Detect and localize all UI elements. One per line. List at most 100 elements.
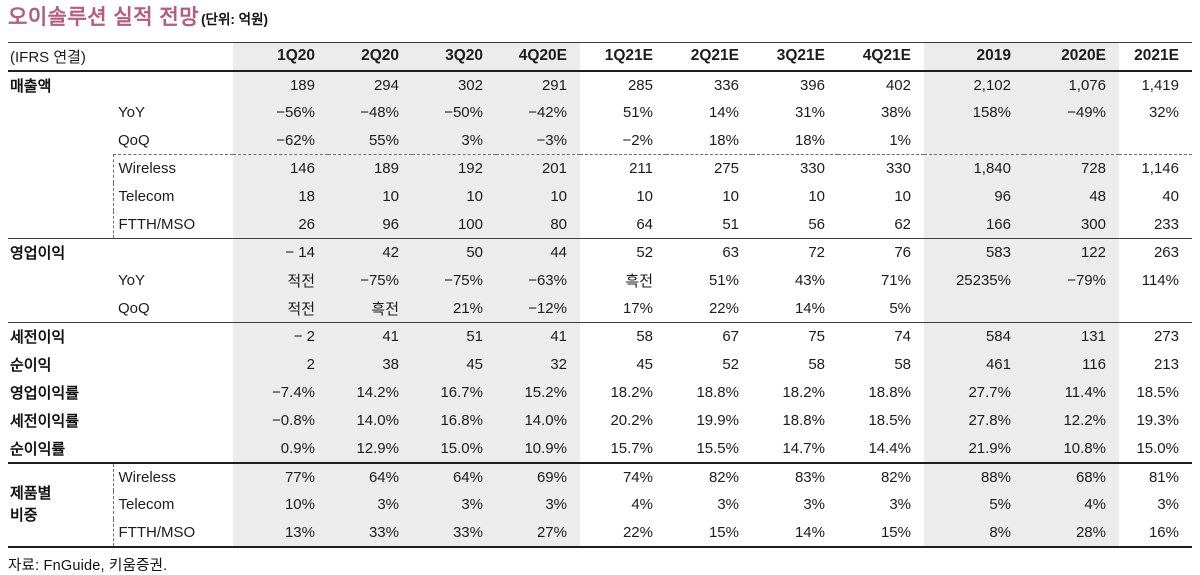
value-cell: 12.2% xyxy=(1024,406,1119,435)
value-cell: 584 xyxy=(924,322,1024,351)
value-cell: −56% xyxy=(233,98,328,127)
value-cell: 56 xyxy=(808,215,825,233)
value-cell: −50% xyxy=(412,98,496,127)
table-row-op-profit: 영업이익 − 14 42 50 44 52 63 72 76 583 122 263 xyxy=(8,238,1192,267)
spacer-cell xyxy=(8,183,113,211)
value-cell: 69% xyxy=(496,461,580,491)
value-cell: 81% xyxy=(1119,461,1192,491)
title-unit-label: (단위: 억원) xyxy=(201,12,268,27)
value-cell: −2% xyxy=(622,131,653,149)
value-cell: 3% xyxy=(328,490,412,519)
value-cell: 96 xyxy=(924,182,1024,211)
value-cell: 189 xyxy=(233,70,328,99)
value-cell: 330 xyxy=(838,154,924,183)
value-cell: 15% xyxy=(708,523,739,541)
column-header: 4Q20E xyxy=(496,42,580,71)
value-cell: 75 xyxy=(752,322,838,351)
value-cell: − 14 xyxy=(233,238,328,267)
value-cell: 2,102 xyxy=(924,70,1024,99)
column-header: 1Q20 xyxy=(233,42,328,71)
value-cell: 10 xyxy=(496,182,580,211)
value-cell: 3% xyxy=(803,496,825,513)
table-row-op-qoq: QoQ 적전 흑전 21% −12% 17% 22% 14% 5% xyxy=(8,294,1192,323)
value-cell: 14% xyxy=(794,523,825,541)
column-header: 2Q21E xyxy=(690,47,739,65)
value-cell: 38% xyxy=(880,104,911,121)
value-cell: 10 xyxy=(894,188,911,205)
table-row-sales-yoy: YoY −56% −48% −50% −42% 51% 14% 31% 38% 158% −49% 3… xyxy=(8,98,1192,127)
value-cell: 728 xyxy=(1024,154,1119,183)
value-cell: 42 xyxy=(328,238,412,267)
value-cell: 213 xyxy=(1153,356,1179,373)
value-cell: 10 xyxy=(412,182,496,211)
value-cell: 17% xyxy=(622,299,653,317)
value-cell: 201 xyxy=(496,154,580,183)
value-cell: 19.9% xyxy=(696,412,739,429)
table-body: 매출액 189 294 302 291 285 336 396 402 2,102 1,076 1,4… xyxy=(8,70,1192,547)
row-sublabel: QoQ xyxy=(118,131,150,149)
value-cell: 48 xyxy=(1024,182,1119,211)
value-cell: 100 xyxy=(412,210,496,239)
value-cell: 4% xyxy=(631,496,653,513)
row-sublabel: YoY xyxy=(118,104,145,121)
value-cell: 1% xyxy=(889,131,911,149)
value-cell: 192 xyxy=(412,154,496,183)
value-cell: 22% xyxy=(708,299,739,317)
value-cell: 19.3% xyxy=(1136,412,1179,429)
value-cell: 88% xyxy=(924,461,1024,491)
value-cell: 68% xyxy=(1024,461,1119,491)
spacer-cell xyxy=(8,211,113,239)
value-cell: 15.7% xyxy=(610,439,653,457)
value-cell: 51% xyxy=(622,104,653,121)
table-row-sales: 매출액 189 294 302 291 285 336 396 402 2,102 1,076 1,4… xyxy=(8,70,1192,99)
value-cell: 33% xyxy=(412,518,496,547)
value-cell: 71% xyxy=(880,272,911,289)
table-row-op-yoy: YoY 적전 −75% −75% −63% 흑전 51% 43% 71% 25235% −79% 11… xyxy=(8,266,1192,295)
value-cell: 10.8% xyxy=(1024,434,1119,463)
value-cell: 31% xyxy=(794,104,825,121)
value-cell: 1,076 xyxy=(1024,70,1119,99)
row-label: 영업이익률 xyxy=(10,385,80,402)
value-cell: 62 xyxy=(894,215,911,233)
value-cell xyxy=(1024,126,1119,155)
value-cell: 3% xyxy=(412,490,496,519)
value-cell: −63% xyxy=(496,266,580,295)
value-cell: 336 xyxy=(713,76,739,94)
table-row-sales-ftth: FTTH/MSO 26 96 100 80 64 51 56 62 166 300 233 xyxy=(8,210,1192,239)
value-cell: 55% xyxy=(328,126,412,155)
column-header: 4Q21E xyxy=(862,47,911,65)
value-cell: 14.7% xyxy=(782,439,825,457)
value-cell: 11.4% xyxy=(1024,378,1119,407)
table-row-mix-ftth: FTTH/MSO 13% 33% 33% 27% 22% 15% 14% 15% 8% 28% 16% xyxy=(8,518,1192,547)
value-cell: 3% xyxy=(1157,496,1179,513)
value-cell: 18.5% xyxy=(868,412,911,429)
value-cell: 114% xyxy=(1141,272,1179,289)
value-cell: 233 xyxy=(1153,215,1179,233)
value-cell: 14% xyxy=(708,104,739,121)
earnings-forecast-table: (IFRS 연결) 1Q20 2Q20 3Q20 4Q20E 1Q21E 2Q21E 3Q2… xyxy=(8,42,1192,548)
value-cell: 51 xyxy=(412,322,496,351)
value-cell: 82% xyxy=(838,461,924,491)
value-cell: 10 xyxy=(722,188,739,205)
row-sublabel: Telecom xyxy=(112,182,233,211)
value-cell: 적전 xyxy=(233,266,328,295)
value-cell: 74 xyxy=(838,322,924,351)
value-cell: 45 xyxy=(412,350,496,379)
value-cell: 330 xyxy=(752,154,838,183)
value-cell xyxy=(1024,294,1119,323)
value-cell: 27.8% xyxy=(924,406,1024,435)
column-header: 2Q20 xyxy=(328,42,412,71)
value-cell: 15.5% xyxy=(696,439,739,457)
row-label: 영업이익 xyxy=(8,238,233,267)
value-cell: 583 xyxy=(924,238,1024,267)
value-cell: 83% xyxy=(752,461,838,491)
value-cell xyxy=(1119,127,1192,155)
value-cell: 1,840 xyxy=(924,154,1024,183)
value-cell: −75% xyxy=(328,266,412,295)
value-cell xyxy=(924,126,1024,155)
value-cell: 14.0% xyxy=(496,406,580,435)
row-sublabel: FTTH/MSO xyxy=(112,518,233,547)
value-cell: 32% xyxy=(1148,104,1179,121)
table-row-pretax-profit: 세전이익 − 2 41 51 41 58 67 75 74 584 131 273 xyxy=(8,322,1192,351)
value-cell: 13% xyxy=(233,518,328,547)
